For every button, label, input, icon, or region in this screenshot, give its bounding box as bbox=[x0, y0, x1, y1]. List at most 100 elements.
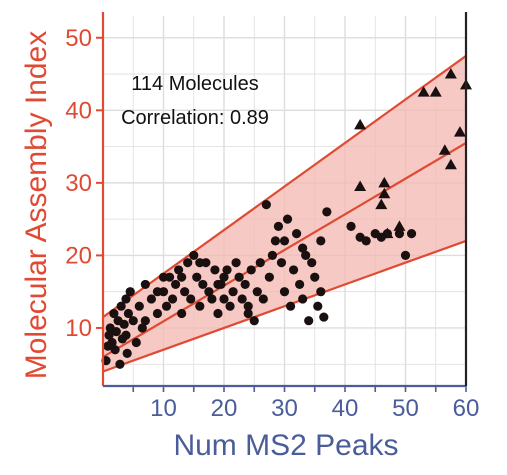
data-point-circle bbox=[252, 287, 262, 297]
data-point-circle bbox=[246, 265, 256, 275]
data-point-circle bbox=[189, 250, 199, 261]
data-point-circle bbox=[152, 308, 163, 319]
data-point-circle bbox=[304, 316, 314, 326]
data-point-circle bbox=[171, 279, 181, 290]
data-point-circle bbox=[243, 308, 253, 319]
data-point-circle bbox=[394, 229, 405, 239]
x-tick-label: 60 bbox=[453, 395, 480, 422]
data-point-circle bbox=[111, 326, 121, 337]
data-point-triangle bbox=[444, 158, 457, 170]
data-point-circle bbox=[183, 258, 193, 268]
data-point-circle bbox=[109, 308, 119, 319]
data-point-circle bbox=[322, 207, 332, 217]
data-point-circle bbox=[295, 279, 305, 290]
data-point-circle bbox=[276, 258, 287, 268]
data-point-circle bbox=[207, 294, 217, 304]
data-point-triangle bbox=[453, 126, 466, 137]
data-point-circle bbox=[219, 294, 229, 304]
data-point-circle bbox=[234, 272, 244, 282]
y-tick-label: 50 bbox=[65, 25, 92, 52]
prediction-band-fill bbox=[103, 55, 466, 372]
data-point-circle bbox=[249, 316, 259, 326]
data-point-circle bbox=[146, 294, 156, 304]
data-point-circle bbox=[213, 308, 223, 319]
data-point-circle bbox=[261, 200, 271, 210]
data-point-triangle bbox=[381, 227, 394, 239]
data-point-circle bbox=[406, 229, 417, 239]
data-point-circle bbox=[116, 301, 126, 311]
data-point-circle bbox=[279, 287, 290, 297]
data-point-circle bbox=[137, 323, 147, 333]
data-point-circle bbox=[123, 308, 134, 319]
data-point-circle bbox=[292, 229, 302, 239]
data-point-triangle bbox=[378, 176, 391, 188]
data-point-circle bbox=[186, 294, 196, 304]
data-point-circle bbox=[222, 265, 232, 275]
x-tick-label: 20 bbox=[211, 395, 238, 422]
data-point-triangle bbox=[417, 86, 430, 97]
data-point-circle bbox=[104, 330, 114, 340]
data-point-circle bbox=[228, 287, 238, 297]
data-point-circle bbox=[313, 301, 323, 311]
data-point-circle bbox=[177, 272, 187, 282]
data-point-circle bbox=[115, 359, 125, 369]
y-tick-label: 30 bbox=[65, 170, 92, 197]
data-point-circle bbox=[180, 287, 190, 297]
data-point-circle bbox=[319, 312, 329, 322]
x-tick-label: 50 bbox=[392, 395, 419, 422]
x-tick-label: 10 bbox=[150, 395, 177, 422]
data-point-circle bbox=[285, 301, 296, 311]
data-point-circle bbox=[298, 294, 308, 304]
data-point-circle bbox=[122, 348, 132, 358]
data-point-circle bbox=[195, 258, 205, 268]
x-tick-label: 40 bbox=[332, 395, 359, 422]
data-point-circle bbox=[140, 316, 150, 326]
data-point-circle bbox=[161, 301, 172, 311]
data-point-circle bbox=[152, 287, 163, 297]
data-point-circle bbox=[158, 272, 169, 282]
data-point-circle bbox=[213, 279, 223, 290]
data-point-circle bbox=[240, 279, 250, 290]
data-point-circle bbox=[121, 294, 131, 304]
data-point-circle bbox=[174, 265, 184, 275]
data-point-circle bbox=[316, 287, 326, 297]
data-point-circle bbox=[279, 236, 290, 246]
data-points bbox=[101, 68, 472, 369]
annotation-molecule-count: 114 Molecules bbox=[131, 73, 258, 95]
data-point-circle bbox=[346, 221, 356, 231]
band-lower-line bbox=[103, 239, 466, 373]
ticks: 10 20 30 40 50 10 20 30 40 50 60 bbox=[65, 25, 479, 422]
data-point-circle bbox=[195, 301, 205, 311]
data-point-circle bbox=[131, 337, 141, 348]
data-point-circle bbox=[107, 337, 117, 348]
data-point-circle bbox=[198, 279, 208, 290]
data-point-circle bbox=[255, 258, 265, 268]
data-point-circle bbox=[264, 272, 274, 282]
data-point-circle bbox=[301, 250, 311, 261]
data-point-triangle bbox=[378, 187, 391, 199]
x-axis-title: Num MS2 Peaks bbox=[173, 429, 398, 462]
x-tick-label: 30 bbox=[271, 395, 298, 422]
data-point-circle bbox=[167, 294, 178, 304]
data-point-circle bbox=[140, 279, 150, 290]
data-point-circle bbox=[243, 301, 253, 311]
data-point-circle bbox=[134, 301, 144, 311]
data-point-circle bbox=[298, 243, 308, 253]
y-tick-label: 20 bbox=[65, 242, 92, 269]
data-point-triangle bbox=[444, 68, 457, 79]
data-point-circle bbox=[273, 221, 284, 231]
annotation-correlation: Correlation: 0.89 bbox=[121, 107, 269, 129]
data-point-circle bbox=[210, 265, 220, 275]
data-point-circle bbox=[258, 294, 268, 304]
data-point-circle bbox=[119, 319, 129, 329]
data-point-triangle bbox=[438, 144, 451, 155]
data-point-circle bbox=[177, 308, 187, 319]
data-point-circle bbox=[110, 345, 120, 355]
data-point-circle bbox=[219, 272, 229, 282]
data-point-circle bbox=[128, 316, 138, 326]
data-point-triangle bbox=[429, 86, 442, 97]
data-point-circle bbox=[361, 236, 371, 246]
data-point-triangle bbox=[375, 198, 388, 210]
